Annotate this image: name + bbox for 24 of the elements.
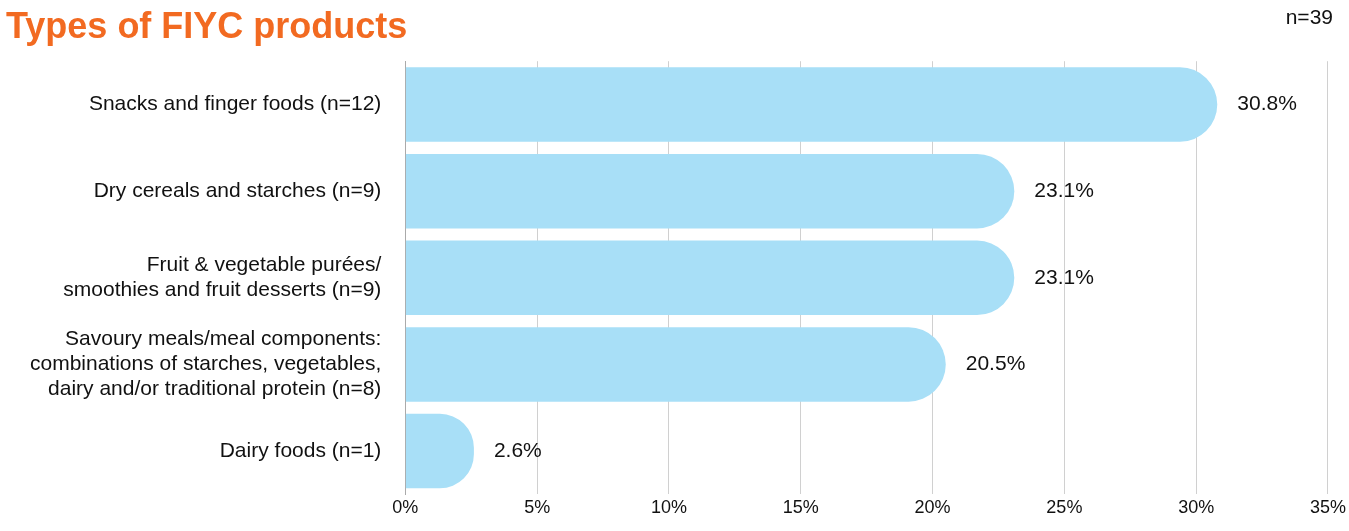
x-tick-label: 25% xyxy=(1046,497,1083,518)
bar xyxy=(405,153,1015,229)
y-tick-label: Dry cereals and starches (n=9) xyxy=(93,177,382,201)
x-tick-label: 20% xyxy=(914,497,951,518)
x-tick-label: 15% xyxy=(782,497,819,518)
data-label: 20.5% xyxy=(965,351,1026,375)
x-tick-label: 30% xyxy=(1178,497,1215,518)
x-tick-label: 0% xyxy=(392,497,419,518)
data-label: 30.8% xyxy=(1237,91,1297,115)
y-tick-label: Dairy foods (n=1) xyxy=(219,437,382,461)
y-tick-label: Snacks and finger foods (n=12) xyxy=(88,91,382,115)
data-label: 23.1% xyxy=(1034,264,1094,288)
x-tick-label: 10% xyxy=(650,497,687,518)
y-tick-label: Savoury meals/meal components: combinations of starches, vegetables, dairy and/or traditional protein (n=8) xyxy=(29,326,382,400)
data-label: 2.6% xyxy=(493,437,542,461)
bar xyxy=(405,67,1218,142)
text: n=39 xyxy=(1285,5,1333,29)
bar xyxy=(405,240,1015,316)
y-tick-label: Fruit & vegetable purées/ smoothies and fruit desserts (n=9) xyxy=(63,252,382,301)
bar xyxy=(405,327,946,402)
data-label: 23.1% xyxy=(1034,177,1094,201)
x-tick-label: 35% xyxy=(1309,497,1346,518)
chart-title: Types of FIYC products xyxy=(6,4,408,46)
x-tick-label: 5% xyxy=(524,497,551,518)
